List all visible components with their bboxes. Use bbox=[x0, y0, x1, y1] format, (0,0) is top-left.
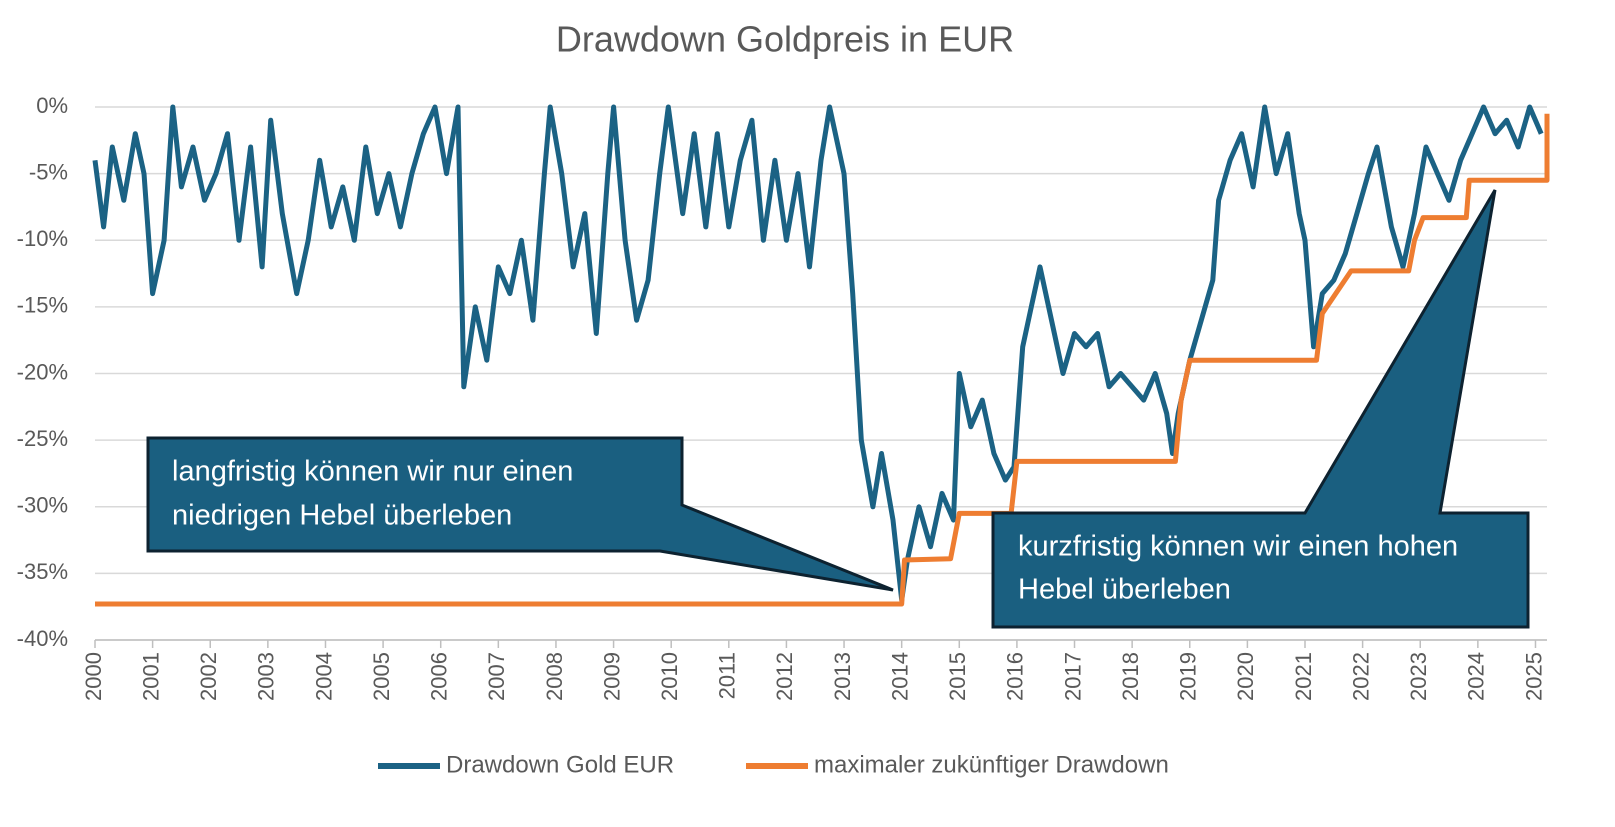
x-tick-label: 2021 bbox=[1291, 652, 1316, 701]
x-tick-label: 2022 bbox=[1348, 652, 1373, 701]
callout: langfristig können wir nur einen niedrig… bbox=[146, 436, 894, 592]
plot-area: 0% -5% -10% -15% -20% -25% -30% -35% -40% 2000 200… bbox=[17, 93, 1550, 778]
callout-shape bbox=[991, 189, 1530, 629]
x-tick-label: 2023 bbox=[1406, 652, 1431, 701]
x-tick-label: 2000 bbox=[81, 652, 106, 701]
x-tick-label: 2004 bbox=[311, 652, 336, 701]
x-tick-label: 2013 bbox=[830, 652, 855, 701]
y-tick-label: -35% bbox=[17, 559, 68, 584]
y-tick-label: -5% bbox=[29, 159, 68, 184]
x-tick-label: 2014 bbox=[887, 652, 912, 701]
y-tick-label: -10% bbox=[17, 226, 68, 251]
y-tick-label: -20% bbox=[17, 359, 68, 384]
x-tick-label: 2024 bbox=[1464, 652, 1489, 701]
x-tick-label: 2017 bbox=[1060, 652, 1085, 701]
x-tick-label: 2025 bbox=[1521, 652, 1546, 701]
y-tick-label: -40% bbox=[17, 626, 68, 651]
x-tick-label: 2002 bbox=[196, 652, 221, 701]
y-tick-label: 0% bbox=[36, 93, 68, 118]
x-tick-label: 2019 bbox=[1176, 652, 1201, 701]
callout-text: niedrigen Hebel überleben bbox=[172, 500, 512, 532]
x-tick-label: 2006 bbox=[427, 652, 452, 701]
callout-text: langfristig können wir nur einen bbox=[172, 456, 573, 488]
line-series bbox=[95, 113, 1550, 607]
y-tick-label: -30% bbox=[17, 493, 68, 518]
callout-text: Hebel überleben bbox=[1018, 574, 1231, 606]
y-tick-label: -25% bbox=[17, 426, 68, 451]
callout: kurzfristig können wir einen hohen Hebel… bbox=[991, 189, 1530, 629]
x-tick-label: 2010 bbox=[657, 652, 682, 701]
x-tick-label: 2011 bbox=[715, 652, 740, 699]
x-tick-label: 2015 bbox=[945, 652, 970, 701]
x-tick-label: 2007 bbox=[484, 652, 509, 701]
x-tick-label: 2016 bbox=[1003, 652, 1028, 701]
x-tick-label: 2005 bbox=[369, 652, 394, 701]
y-tick-label: -15% bbox=[17, 293, 68, 318]
x-tick-label: 2008 bbox=[542, 652, 567, 701]
line-series bbox=[92, 104, 1544, 603]
chart-title: Drawdown Goldpreis in EUR bbox=[556, 19, 1014, 60]
x-tick-label: 2020 bbox=[1233, 652, 1258, 701]
callout-shape bbox=[146, 436, 894, 592]
x-tick-label: 2012 bbox=[772, 652, 797, 701]
legend-label: Drawdown Gold EUR bbox=[446, 751, 674, 778]
x-tick-label: 2003 bbox=[254, 652, 279, 701]
callout-text: kurzfristig können wir einen hohen bbox=[1018, 531, 1458, 563]
x-tick-label: 2001 bbox=[138, 652, 163, 701]
x-tick-label: 2009 bbox=[599, 652, 624, 701]
x-tick-label: 2018 bbox=[1118, 652, 1143, 701]
legend-label: maximaler zukünftiger Drawdown bbox=[814, 751, 1169, 778]
